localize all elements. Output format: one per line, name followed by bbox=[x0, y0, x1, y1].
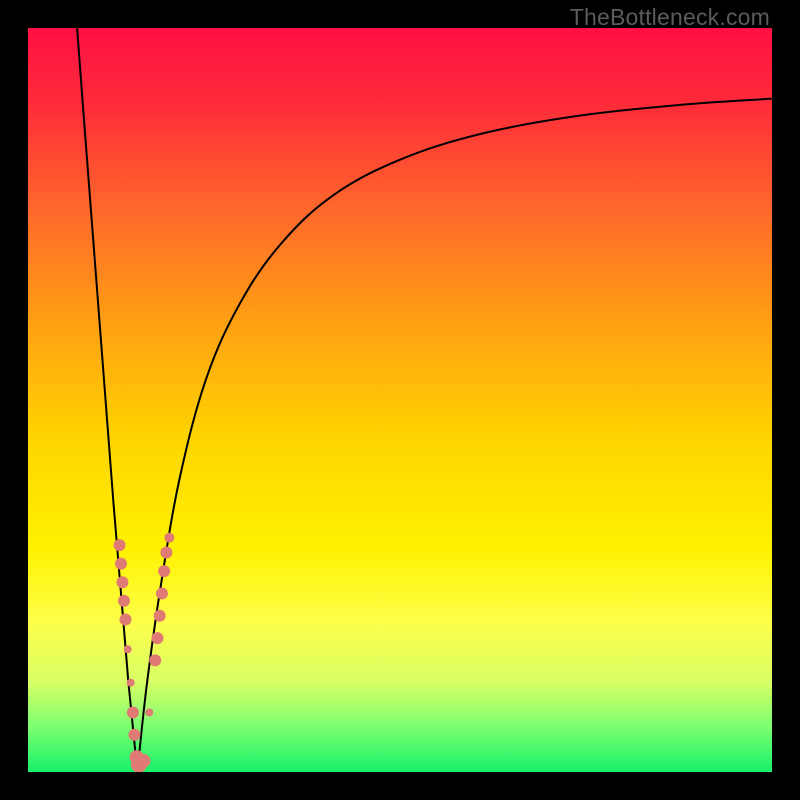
scatter-point bbox=[127, 679, 135, 687]
scatter-point bbox=[128, 729, 140, 741]
chart-stage: TheBottleneck.com bbox=[0, 0, 800, 800]
scatter-point bbox=[149, 654, 161, 666]
scatter-point bbox=[118, 595, 130, 607]
scatter-point bbox=[115, 558, 127, 570]
watermark-text: TheBottleneck.com bbox=[570, 4, 770, 31]
plot-area bbox=[28, 28, 772, 772]
scatter-point bbox=[158, 565, 170, 577]
scatter-point bbox=[114, 539, 126, 551]
scatter-point bbox=[154, 610, 166, 622]
scatter-point bbox=[124, 645, 132, 653]
scatter-point bbox=[156, 587, 168, 599]
scatter-point bbox=[151, 632, 163, 644]
curve-path bbox=[137, 99, 772, 772]
scatter-point bbox=[164, 533, 174, 543]
scatter-point bbox=[119, 613, 131, 625]
scatter-point bbox=[145, 708, 153, 716]
curve-path bbox=[77, 28, 137, 772]
scatter-point bbox=[136, 754, 150, 768]
scatter-point bbox=[127, 706, 139, 718]
scatter-point bbox=[116, 576, 128, 588]
chart-curves-svg bbox=[28, 28, 772, 772]
scatter-point bbox=[160, 547, 172, 559]
